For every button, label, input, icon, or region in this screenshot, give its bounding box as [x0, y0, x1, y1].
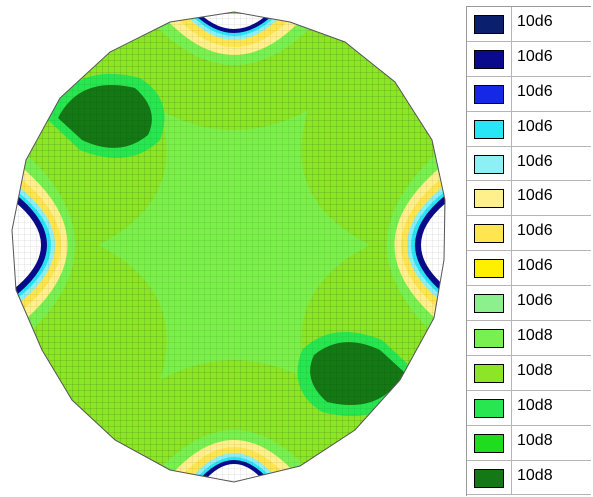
legend-swatch: [474, 49, 504, 69]
legend-swatch: [474, 398, 504, 418]
legend-swatch: [474, 224, 504, 244]
legend-swatch: [474, 119, 504, 139]
legend-row: 10d6: [467, 216, 591, 252]
legend-label: 10d8: [517, 466, 553, 484]
legend-row: 10d6: [467, 7, 591, 42]
legend-label: 10d8: [517, 361, 553, 379]
legend-swatch: [474, 329, 504, 349]
legend-row: 10d8: [467, 321, 591, 356]
legend-swatch: [474, 15, 504, 34]
legend-label: 10d6: [517, 82, 553, 100]
legend-swatch: [474, 468, 504, 488]
legend-label: 10d8: [517, 327, 553, 345]
legend-label: 10d6: [517, 117, 553, 135]
legend-swatch: [474, 189, 504, 209]
legend-row: 10d6: [467, 251, 591, 287]
legend-label: 10d8: [517, 396, 553, 414]
model-outline: [11, 11, 446, 483]
legend-swatch: [474, 154, 504, 174]
legend-row: 10d6: [467, 111, 591, 147]
legend-swatch: [474, 363, 504, 383]
legend-swatch: [474, 433, 504, 453]
legend-row: 10d6: [467, 286, 591, 322]
legend-row: 10d8: [467, 460, 591, 496]
legend-label: 10d6: [517, 222, 553, 240]
legend-label: 10d6: [517, 152, 553, 170]
legend-row: 10d6: [467, 76, 591, 112]
legend-row: 10d8: [467, 425, 591, 461]
contour-field: [12, 12, 445, 482]
legend-swatch: [474, 294, 504, 314]
legend-label: 10d6: [517, 47, 553, 65]
legend-label: 10d6: [517, 257, 553, 275]
legend-label: 10d8: [517, 431, 553, 449]
legend-swatch: [474, 84, 504, 104]
legend-label: 10d6: [517, 13, 553, 30]
legend-label: 10d6: [517, 187, 553, 205]
legend-row: 10d8: [467, 355, 591, 391]
legend-row: 10d8: [467, 390, 591, 426]
legend-swatch: [474, 259, 504, 279]
legend-row: 10d6: [467, 146, 591, 182]
contour-plot: [11, 11, 446, 483]
legend-row: 10d6: [467, 41, 591, 77]
legend-row: 10d6: [467, 181, 591, 217]
legend-label: 10d6: [517, 292, 553, 310]
legend-table: 10d6 10d6 10d6 10d6 10d6 10d6 10d6 10d6 10d6 10d8…: [466, 6, 591, 496]
